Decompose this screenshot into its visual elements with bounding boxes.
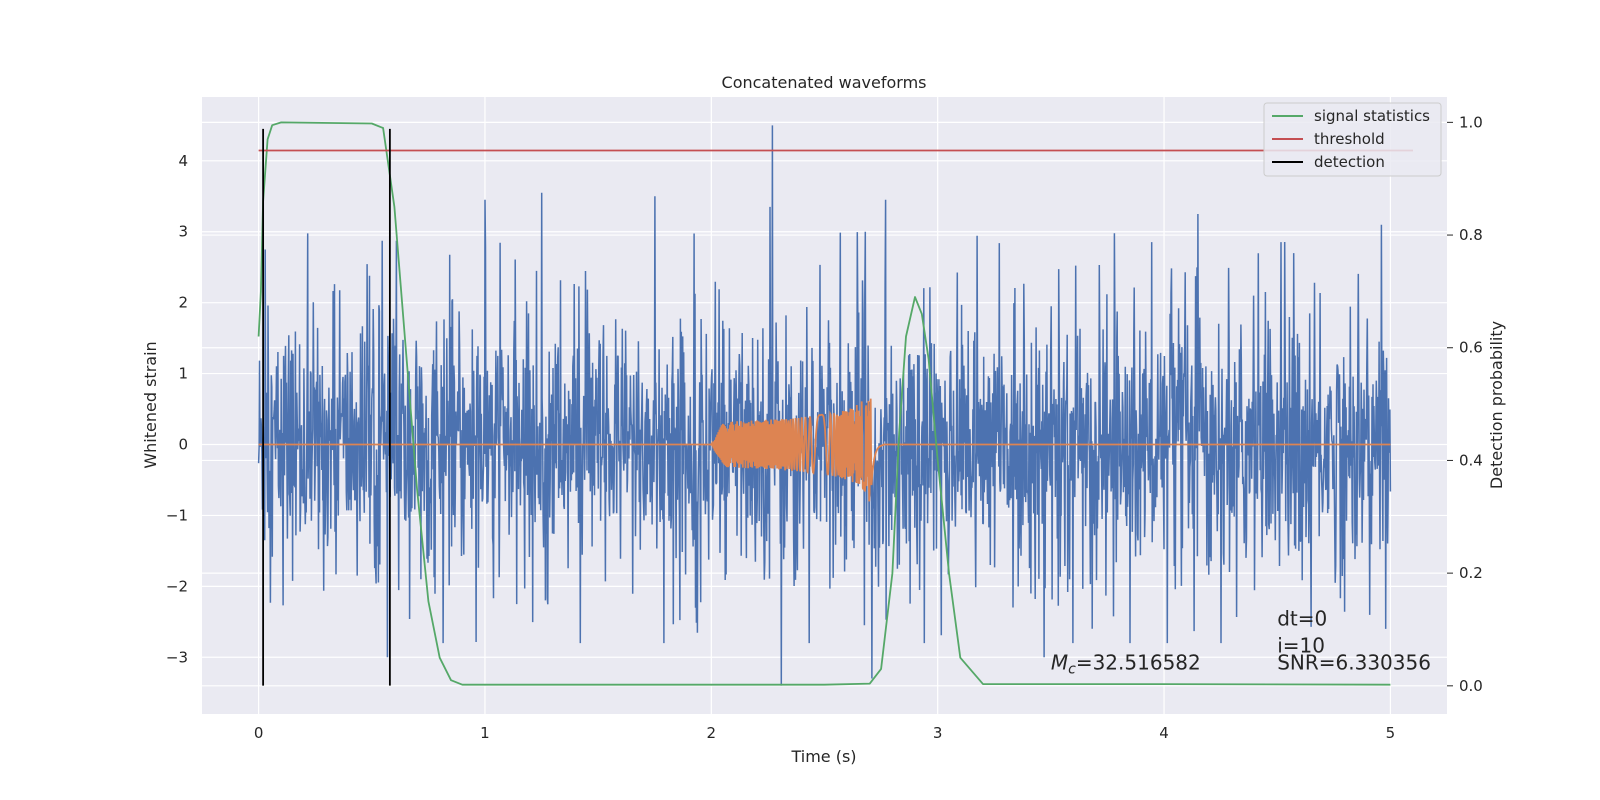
legend: signal statistics threshold detection [1263, 102, 1442, 177]
y-tick-label: 0 [178, 436, 188, 454]
y-tick-label: −2 [166, 577, 188, 595]
y-tick-label: −1 [166, 506, 188, 524]
x-tick-label: 5 [1386, 724, 1396, 742]
y2-tick-label: 0.6 [1459, 339, 1483, 357]
legend-label: threshold [1314, 130, 1385, 148]
y-tick-label: 4 [178, 152, 188, 170]
y-tick-label: −3 [166, 648, 188, 666]
x-tick-label: 3 [933, 724, 943, 742]
y2-tick-label: 0.0 [1459, 677, 1483, 695]
chart-title: Concatenated waveforms [722, 73, 927, 92]
x-tick-label: 2 [707, 724, 717, 742]
x-axis-label: Time (s) [790, 747, 856, 766]
y-tick-label: 2 [178, 294, 188, 312]
legend-label: signal statistics [1314, 107, 1430, 125]
right-y-axis-label: Detection probability [1487, 321, 1506, 489]
right-y-axis-ticks: 0.0 0.2 0.4 0.6 0.8 1.0 [1447, 113, 1483, 695]
x-tick-label: 4 [1159, 724, 1169, 742]
annotations: dt=0 i=10 Mc=32.516582 SNR=6.330356 [1051, 606, 1431, 677]
annotation-text: i=10 [1277, 633, 1325, 657]
annotation-text: dt=0 [1277, 606, 1327, 630]
x-axis-ticks: 0 1 2 3 4 5 [254, 724, 1395, 742]
y2-tick-label: 1.0 [1459, 113, 1483, 131]
x-tick-label: 0 [254, 724, 264, 742]
y-tick-label: 3 [178, 223, 188, 241]
injected-waveform-line [258, 398, 1391, 502]
y2-tick-label: 0.2 [1459, 564, 1483, 582]
x-tick-label: 1 [480, 724, 490, 742]
y2-tick-label: 0.8 [1459, 226, 1483, 244]
legend-label: detection [1314, 153, 1385, 171]
legend-box [1263, 102, 1442, 177]
data-series [257, 121, 1413, 686]
signal-statistics-line [257, 121, 1391, 686]
annotation-text: SNR=6.330356 [1277, 650, 1431, 674]
y-tick-label: 1 [178, 365, 188, 383]
y-axis-label: Whitened strain [141, 341, 160, 468]
y-axis-ticks: −3 −2 −1 0 1 2 3 4 [166, 152, 188, 666]
y2-tick-label: 0.4 [1459, 451, 1483, 469]
annotation-text: Mc=32.516582 [1051, 650, 1201, 677]
